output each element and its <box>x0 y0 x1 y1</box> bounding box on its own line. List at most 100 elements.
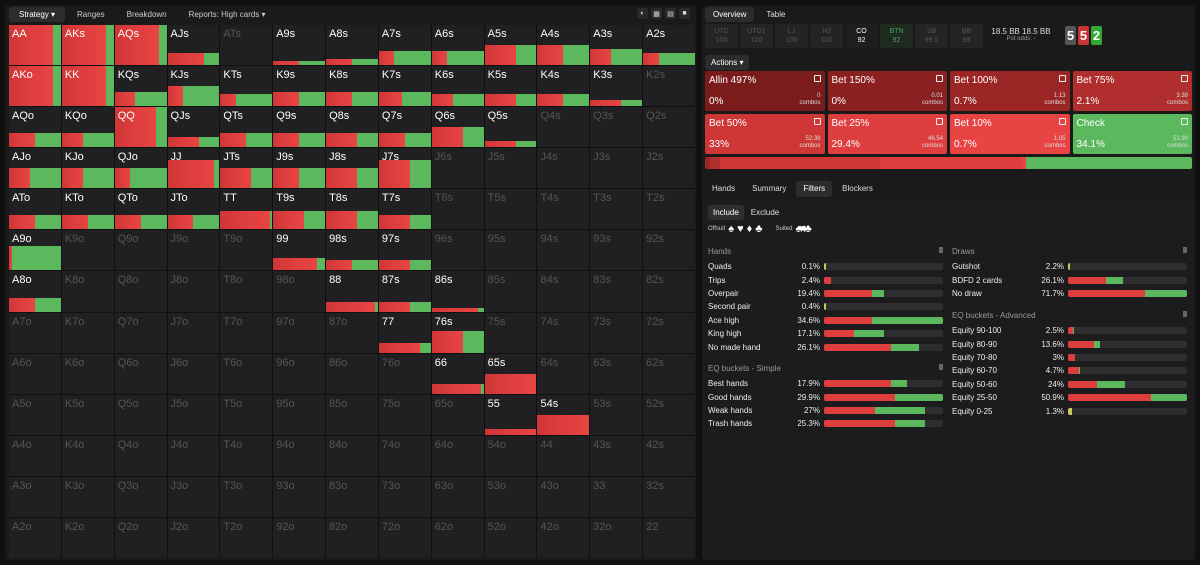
filter-row[interactable]: Equity 80-90 13.6% <box>952 337 1187 350</box>
filter-row[interactable]: Equity 0-25 1.3% <box>952 404 1187 417</box>
hand-cell[interactable]: KQo <box>61 107 114 148</box>
hand-cell[interactable]: KTs <box>220 66 273 107</box>
hand-cell[interactable]: T4o <box>220 435 273 476</box>
hand-cell[interactable]: 82o <box>326 517 378 558</box>
hand-cell[interactable]: 86s <box>431 271 484 312</box>
hand-cell[interactable]: 84o <box>326 435 378 476</box>
hand-cell[interactable]: T5o <box>220 394 273 435</box>
hand-cell[interactable]: 32s <box>643 476 695 517</box>
hand-cell[interactable]: TT <box>220 189 273 230</box>
hand-cell[interactable]: 98s <box>326 230 378 271</box>
hand-cell[interactable]: 99 <box>273 230 326 271</box>
tab-summary[interactable]: Summary <box>752 184 787 193</box>
hand-cell[interactable]: J9o <box>167 230 220 271</box>
grid-small-icon[interactable]: ▦ <box>651 8 662 19</box>
hand-cell[interactable]: 43o <box>537 476 590 517</box>
hand-cell[interactable]: AKo <box>9 66 61 107</box>
hand-cell[interactable]: J4s <box>537 148 590 189</box>
hand-cell[interactable]: A4s <box>537 25 590 66</box>
filter-row[interactable]: Weak hands 27% <box>708 404 943 417</box>
hand-cell[interactable]: Q2s <box>643 107 695 148</box>
hand-cell[interactable]: A5o <box>9 394 61 435</box>
hand-cell[interactable]: 75o <box>378 394 431 435</box>
collapse-icon[interactable] <box>939 364 943 370</box>
tab-ranges[interactable]: Ranges <box>77 9 105 19</box>
club-icon[interactable]: ♣ <box>755 223 763 235</box>
hand-cell[interactable]: 54o <box>484 435 537 476</box>
hand-cell[interactable]: 65s <box>484 353 537 394</box>
hand-cell[interactable]: QJs <box>167 107 220 148</box>
hand-cell[interactable]: 75s <box>484 312 537 353</box>
hand-cell[interactable]: 88 <box>326 271 378 312</box>
tab-strategy[interactable]: Strategy ▾ <box>9 6 66 22</box>
details-icon[interactable] <box>1181 75 1188 82</box>
hand-cell[interactable]: 65o <box>431 394 484 435</box>
hand-cell[interactable]: QTo <box>114 189 167 230</box>
hand-cell[interactable]: 93o <box>273 476 326 517</box>
hand-cell[interactable]: 43s <box>590 435 643 476</box>
filter-row[interactable]: Overpair 19.4% <box>708 287 943 300</box>
hand-cell[interactable]: 22 <box>643 517 695 558</box>
hand-cell[interactable]: 63o <box>431 476 484 517</box>
action-tile[interactable]: Bet 10% 0.7% 1.05 combos <box>950 114 1070 154</box>
hand-cell[interactable]: J3o <box>167 476 220 517</box>
hand-cell[interactable]: K8o <box>61 271 114 312</box>
hand-cell[interactable]: T2s <box>643 189 695 230</box>
details-icon[interactable] <box>1058 118 1066 125</box>
action-tile[interactable]: Check 34.1% 53.90 combos <box>1072 114 1192 154</box>
hand-cell[interactable]: ATo <box>9 189 61 230</box>
hand-cell[interactable]: 76s <box>431 312 484 353</box>
hand-cell[interactable]: 76o <box>378 353 431 394</box>
action-tile[interactable]: Bet 150% 0% 0.01 combos <box>827 71 947 111</box>
hand-cell[interactable]: K9o <box>61 230 114 271</box>
hand-cell[interactable]: Q3o <box>114 476 167 517</box>
filter-row[interactable]: BDFD 2 cards 26.1% <box>952 273 1187 286</box>
hand-cell[interactable]: 73o <box>378 476 431 517</box>
hand-cell[interactable]: K9s <box>273 66 326 107</box>
hand-cell[interactable]: 62s <box>643 353 695 394</box>
hand-cell[interactable]: 87s <box>378 271 431 312</box>
hand-cell[interactable]: Q9s <box>273 107 326 148</box>
hand-cell[interactable]: 84s <box>537 271 590 312</box>
toggle-include[interactable]: Include <box>708 205 744 220</box>
hand-cell[interactable]: QTs <box>220 107 273 148</box>
hand-cell[interactable]: 96s <box>431 230 484 271</box>
hand-cell[interactable]: K7o <box>61 312 114 353</box>
hand-cell[interactable]: 92s <box>643 230 695 271</box>
hand-cell[interactable]: J7s <box>378 148 431 189</box>
hand-cell[interactable]: A3o <box>9 476 61 517</box>
hand-cell[interactable]: A6s <box>431 25 484 66</box>
contrast-icon[interactable]: ◐ <box>637 8 648 19</box>
hand-cell[interactable]: T5s <box>484 189 537 230</box>
hand-cell[interactable]: Q9o <box>114 230 167 271</box>
hand-cell[interactable]: 72s <box>643 312 695 353</box>
hand-cell[interactable]: 82s <box>643 271 695 312</box>
filter-row[interactable]: Equity 70-80 3% <box>952 351 1187 364</box>
hand-cell[interactable]: J8o <box>167 271 220 312</box>
hand-cell[interactable]: T8o <box>220 271 273 312</box>
hand-cell[interactable]: T4s <box>537 189 590 230</box>
action-tile[interactable]: Bet 100% 0.7% 1.13 combos <box>950 71 1070 111</box>
hand-cell[interactable]: 73s <box>590 312 643 353</box>
hand-cell[interactable]: A7s <box>378 25 431 66</box>
hand-cell[interactable]: Q8o <box>114 271 167 312</box>
tab-breakdown[interactable]: Breakdown <box>126 9 167 19</box>
hand-cell[interactable]: A8o <box>9 271 61 312</box>
hand-cell[interactable]: Q7s <box>378 107 431 148</box>
tab-blockers[interactable]: Blockers <box>842 184 873 193</box>
hand-cell[interactable]: A6o <box>9 353 61 394</box>
hand-cell[interactable]: Q5o <box>114 394 167 435</box>
hand-cell[interactable]: T7s <box>378 189 431 230</box>
hand-cell[interactable]: J5s <box>484 148 537 189</box>
position-lj[interactable]: LJ 100 <box>775 24 808 48</box>
hand-cell[interactable]: J9s <box>273 148 326 189</box>
hand-cell[interactable]: 92o <box>273 517 326 558</box>
filter-row[interactable]: Equity 90-100 2.5% <box>952 324 1187 337</box>
hand-cell[interactable]: J5o <box>167 394 220 435</box>
hand-cell[interactable]: QQ <box>114 107 167 148</box>
filter-row[interactable]: Equity 25-50 50.9% <box>952 391 1187 404</box>
hand-cell[interactable]: JJ <box>167 148 220 189</box>
hand-cell[interactable]: 93s <box>590 230 643 271</box>
details-icon[interactable] <box>1058 75 1066 82</box>
hand-cell[interactable]: Q2o <box>114 517 167 558</box>
